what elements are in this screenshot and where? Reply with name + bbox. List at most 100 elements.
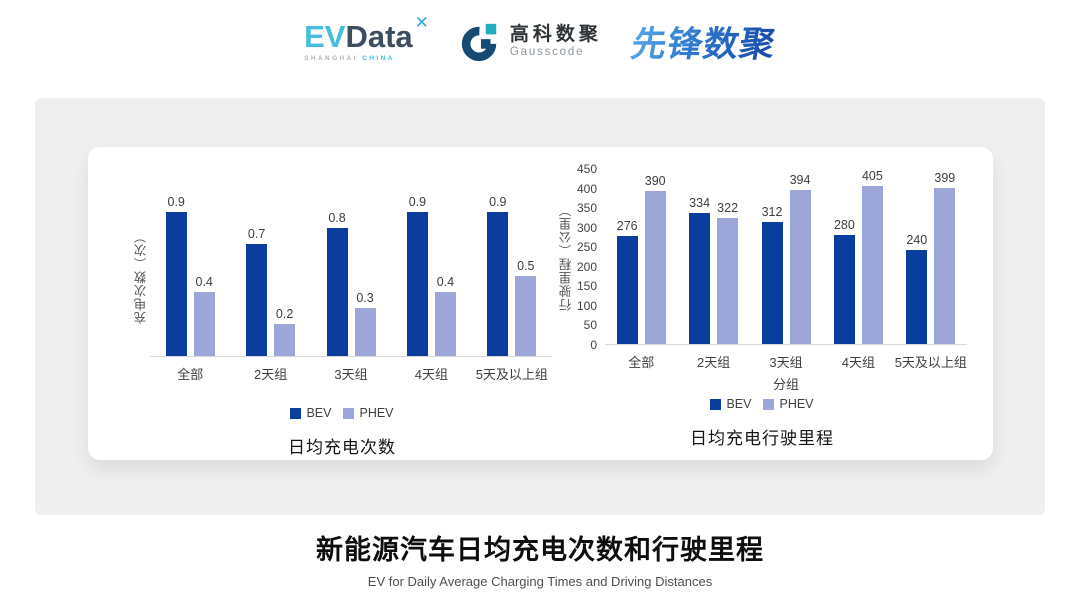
bar: [906, 250, 928, 344]
legend-swatch: [710, 398, 722, 410]
bar-phev: 322: [717, 201, 739, 344]
bar-phev: 405: [861, 169, 883, 344]
legend: BEV PHEV: [557, 397, 967, 411]
y-tick-label: 100: [576, 298, 597, 313]
plot-column: 276 390 334 322 312 394 280 405 240 399 全部 2天组 3天组 4天…: [605, 169, 967, 393]
legend-label: PHEV: [779, 397, 814, 411]
bar: [434, 292, 456, 356]
y-tick-label: 250: [576, 240, 597, 255]
y-tick-label: 200: [576, 259, 597, 274]
evdata-subtext: SHANGHAI CHINA: [304, 55, 395, 62]
legend-label: BEV: [306, 406, 332, 420]
bar-bev: 0.7: [246, 227, 268, 356]
bar-value-label: 0.4: [195, 275, 213, 289]
pioneer-logo: 先锋数聚: [627, 16, 780, 67]
bar-value-label: 276: [616, 219, 638, 234]
bar-value-label: 334: [689, 196, 711, 211]
y-tick-label: 0: [590, 338, 597, 352]
bar-value-label: 0.9: [489, 195, 507, 209]
y-tick-label: 50: [583, 318, 597, 333]
legend: BEV PHEV: [132, 406, 552, 420]
bar: [861, 185, 883, 344]
x-category-label: 3天组: [769, 355, 803, 370]
bar-bev: 0.8: [326, 211, 348, 356]
bar-bev: 240: [906, 233, 928, 344]
bar: [246, 244, 268, 356]
bar-value-label: 0.8: [328, 211, 346, 225]
chart-title: 日均充电行驶里程: [690, 429, 834, 448]
bar-value-label: 0.9: [408, 195, 427, 209]
bar: [274, 324, 296, 356]
evdata-data-text: Data: [345, 19, 413, 54]
x-category-label: 3天组: [334, 367, 368, 382]
evdata-wordmark: EV Data ✕: [304, 14, 429, 54]
plot-row: 充电次数（次） 0.9 0.4 0.7 0.2 0.8 0.3 0.9 0.4 0.9 0.5 全部 2…: [132, 195, 552, 383]
evdata-logo: EV Data ✕ SHANGHAI CHINA: [304, 14, 429, 62]
legend-item-phev: PHEV: [763, 397, 814, 411]
bar: [616, 236, 638, 344]
bar-value-label: 240: [906, 233, 928, 248]
category-group: 0.9 0.5: [472, 195, 552, 356]
y-tick-label: 400: [576, 181, 597, 196]
legend-label: PHEV: [359, 406, 394, 420]
page-title: 新能源汽车日均充电次数和行驶里程: [316, 535, 764, 565]
y-axis-ticks: 0 50 100 150 200 250 300 350 400 450: [575, 162, 605, 352]
evdata-shanghai-text: SHANGHAI: [304, 55, 358, 62]
category-group: 312 394: [750, 169, 822, 344]
x-category-label: 2天组: [253, 367, 288, 382]
gausscode-en-text: Gausscode: [509, 45, 585, 58]
category-group: 240 399: [895, 169, 967, 344]
bar: [833, 234, 855, 344]
category-group: 280 405: [822, 169, 894, 344]
legend-swatch: [290, 407, 302, 419]
chart-title: 日均充电次数: [288, 438, 396, 457]
content-panel: 充电次数（次） 0.9 0.4 0.7 0.2 0.8 0.3 0.9 0.4 0.9 0.5 全部 2…: [35, 98, 1045, 515]
gausscode-logo: 高科数聚 Gausscode: [459, 21, 602, 63]
plot-area: 0.9 0.4 0.7 0.2 0.8 0.3 0.9 0.4 0.9 0.5: [150, 195, 552, 357]
bar-phev: 0.3: [354, 291, 376, 356]
evdata-ev-text: EV: [304, 19, 346, 54]
bar-phev: 394: [789, 173, 811, 344]
bar-phev: 399: [934, 170, 956, 344]
legend-swatch: [343, 407, 355, 419]
bar-bev: 0.9: [165, 195, 187, 356]
plot-row: 行驶里程（公里） 0 50 100 150 200 250 300 350 400 450 276 39…: [557, 162, 967, 393]
x-category-label: 2天组: [696, 355, 731, 370]
bar-phev: 0.4: [193, 275, 215, 356]
y-tick-label: 350: [576, 201, 597, 216]
bar-value-label: 390: [644, 174, 666, 189]
charts-card: 充电次数（次） 0.9 0.4 0.7 0.2 0.8 0.3 0.9 0.4 0.9 0.5 全部 2…: [88, 147, 993, 460]
bar-phev: 0.2: [274, 307, 296, 356]
bar-bev: 0.9: [487, 195, 509, 356]
bar-value-label: 322: [717, 201, 739, 216]
x-category-label: 5天及以上组: [894, 355, 967, 370]
bar-bev: 334: [689, 196, 711, 344]
bar-value-label: 0.9: [167, 195, 185, 209]
bar-value-label: 0.7: [247, 227, 266, 241]
y-tick-label: 150: [576, 279, 597, 294]
bar-value-label: 280: [833, 217, 855, 232]
legend-item-phev: PHEV: [343, 406, 394, 420]
category-group: 0.9 0.4: [391, 195, 471, 356]
x-category-label: 4天组: [841, 355, 876, 370]
bar: [717, 218, 739, 344]
category-group: 276 390: [605, 169, 677, 344]
bar-value-label: 0.2: [275, 307, 294, 321]
y-axis-label: 充电次数（次）: [134, 229, 149, 325]
y-tick-label: 300: [576, 220, 597, 235]
bar: [406, 212, 428, 356]
plot-area: 276 390 334 322 312 394 280 405 240 399: [605, 169, 967, 345]
x-category-labels: 全部 2天组 3天组 4天组 5天及以上组: [150, 364, 552, 383]
gausscode-cn-text: 高科数聚: [509, 23, 602, 45]
legend-item-bev: BEV: [710, 397, 751, 411]
bar-phev: 0.4: [434, 275, 456, 356]
category-group: 0.9 0.4: [150, 195, 230, 356]
bar: [354, 308, 376, 356]
y-axis-label: 行驶里程（公里）: [559, 203, 574, 311]
bar-value-label: 0.3: [356, 291, 374, 305]
bar: [934, 187, 956, 344]
bar-value-label: 399: [934, 170, 956, 185]
bar-value-label: 0.4: [436, 275, 455, 289]
bar: [644, 191, 666, 344]
